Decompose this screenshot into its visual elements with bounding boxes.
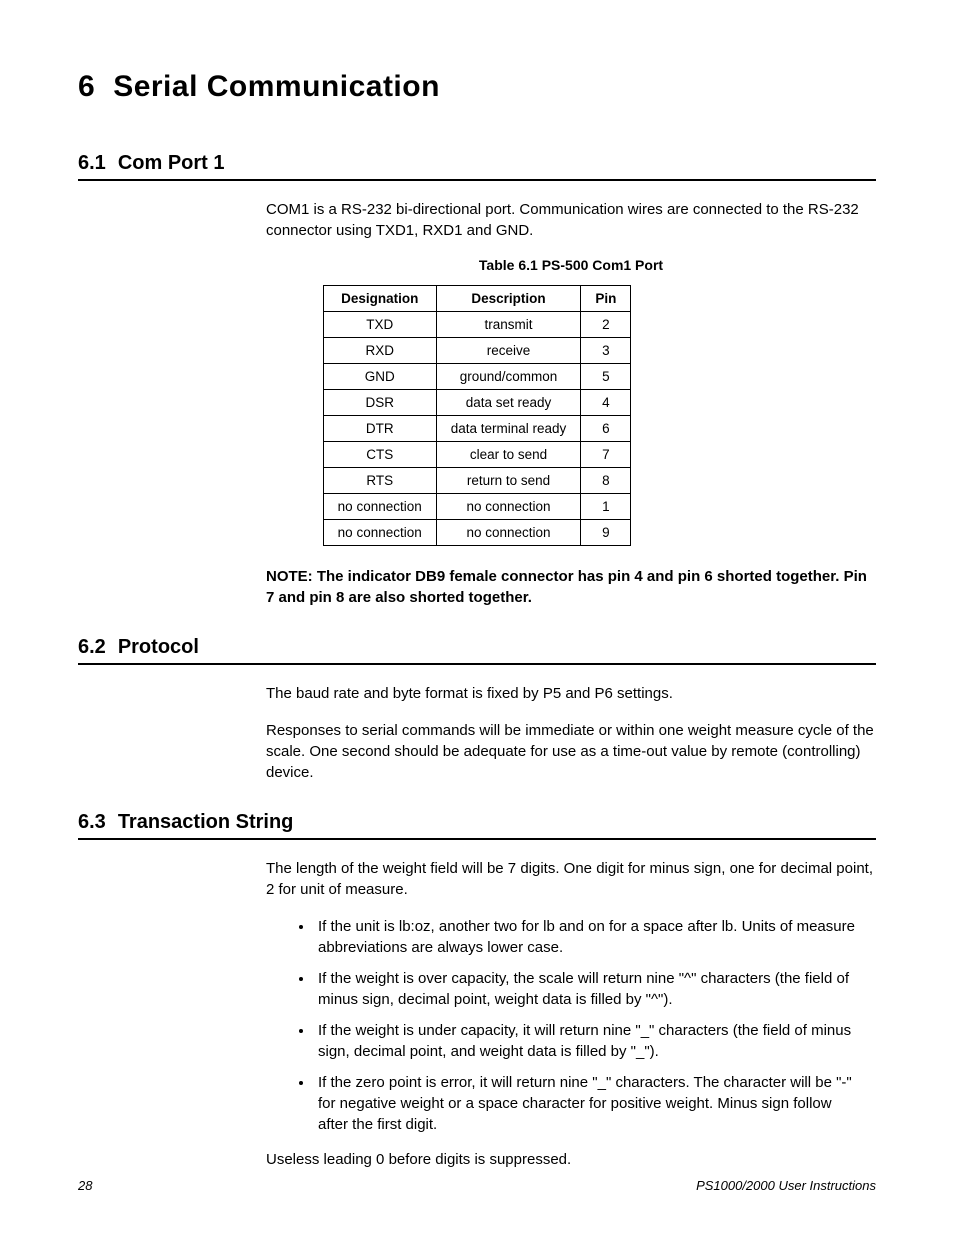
table-row: DSRdata set ready4 <box>323 390 631 416</box>
table-cell: 6 <box>581 416 631 442</box>
table-cell: 5 <box>581 364 631 390</box>
chapter-number: 6 <box>78 70 95 104</box>
table-cell: RXD <box>323 338 436 364</box>
table-cell: receive <box>436 338 581 364</box>
table-cell: TXD <box>323 312 436 338</box>
table-cell: no connection <box>436 494 581 520</box>
table-header-row: Designation Description Pin <box>323 286 631 312</box>
section-title: Transaction String <box>118 811 294 833</box>
table-header-cell: Description <box>436 286 581 312</box>
body-paragraph: COM1 is a RS-232 bi-directional port. Co… <box>266 199 876 241</box>
table-cell: 1 <box>581 494 631 520</box>
note-text: NOTE: The indicator DB9 female connector… <box>266 566 876 608</box>
chapter-title: 6 Serial Communication <box>78 70 876 104</box>
table-cell: 7 <box>581 442 631 468</box>
table-cell: 8 <box>581 468 631 494</box>
table-cell: RTS <box>323 468 436 494</box>
table-cell: 4 <box>581 390 631 416</box>
bullet-list: If the unit is lb:oz, another two for lb… <box>314 916 856 1135</box>
body-paragraph: Useless leading 0 before digits is suppr… <box>266 1149 876 1170</box>
section-title: Protocol <box>118 636 199 658</box>
list-item: If the weight is under capacity, it will… <box>314 1020 856 1062</box>
section-title: Com Port 1 <box>118 152 225 174</box>
page-footer: 28 PS1000/2000 User Instructions <box>78 1178 876 1193</box>
list-item: If the zero point is error, it will retu… <box>314 1072 856 1135</box>
section-number: 6.3 <box>78 811 106 834</box>
chapter-title-text: Serial Communication <box>113 70 440 103</box>
table-row: GNDground/common5 <box>323 364 631 390</box>
table-cell: 2 <box>581 312 631 338</box>
section-number: 6.2 <box>78 636 106 659</box>
table-header-cell: Pin <box>581 286 631 312</box>
table-row: RTSreturn to send8 <box>323 468 631 494</box>
table-cell: data set ready <box>436 390 581 416</box>
table-header-cell: Designation <box>323 286 436 312</box>
table-row: CTSclear to send7 <box>323 442 631 468</box>
table-cell: return to send <box>436 468 581 494</box>
section-com-port: 6.1 Com Port 1 COM1 is a RS-232 bi-direct… <box>78 152 876 608</box>
section-heading: 6.1 Com Port 1 <box>78 152 876 181</box>
body-paragraph: The length of the weight field will be 7… <box>266 858 876 900</box>
table-cell: 3 <box>581 338 631 364</box>
document-title: PS1000/2000 User Instructions <box>696 1178 876 1193</box>
section-protocol: 6.2 Protocol The baud rate and byte forma… <box>78 636 876 783</box>
section-heading: 6.2 Protocol <box>78 636 876 665</box>
table-cell: transmit <box>436 312 581 338</box>
page-number: 28 <box>78 1178 92 1193</box>
table-cell: ground/common <box>436 364 581 390</box>
table-cell: no connection <box>323 520 436 546</box>
body-paragraph: Responses to serial commands will be imm… <box>266 720 876 783</box>
table-cell: GND <box>323 364 436 390</box>
com1-pin-table: Designation Description Pin TXDtransmit2… <box>323 285 632 546</box>
section-number: 6.1 <box>78 152 106 175</box>
body-paragraph: The baud rate and byte format is fixed b… <box>266 683 876 704</box>
list-item: If the weight is over capacity, the scal… <box>314 968 856 1010</box>
table-cell: no connection <box>323 494 436 520</box>
table-cell: data terminal ready <box>436 416 581 442</box>
table-row: no connectionno connection9 <box>323 520 631 546</box>
list-item: If the unit is lb:oz, another two for lb… <box>314 916 856 958</box>
table-cell: CTS <box>323 442 436 468</box>
table-row: DTRdata terminal ready6 <box>323 416 631 442</box>
table-row: no connectionno connection1 <box>323 494 631 520</box>
table-cell: DTR <box>323 416 436 442</box>
section-heading: 6.3 Transaction String <box>78 811 876 840</box>
table-cell: DSR <box>323 390 436 416</box>
table-row: TXDtransmit2 <box>323 312 631 338</box>
table-caption: Table 6.1 PS-500 Com1 Port <box>266 257 876 273</box>
section-transaction-string: 6.3 Transaction String The length of the … <box>78 811 876 1170</box>
table-row: RXDreceive3 <box>323 338 631 364</box>
table-cell: no connection <box>436 520 581 546</box>
table-cell: 9 <box>581 520 631 546</box>
table-cell: clear to send <box>436 442 581 468</box>
